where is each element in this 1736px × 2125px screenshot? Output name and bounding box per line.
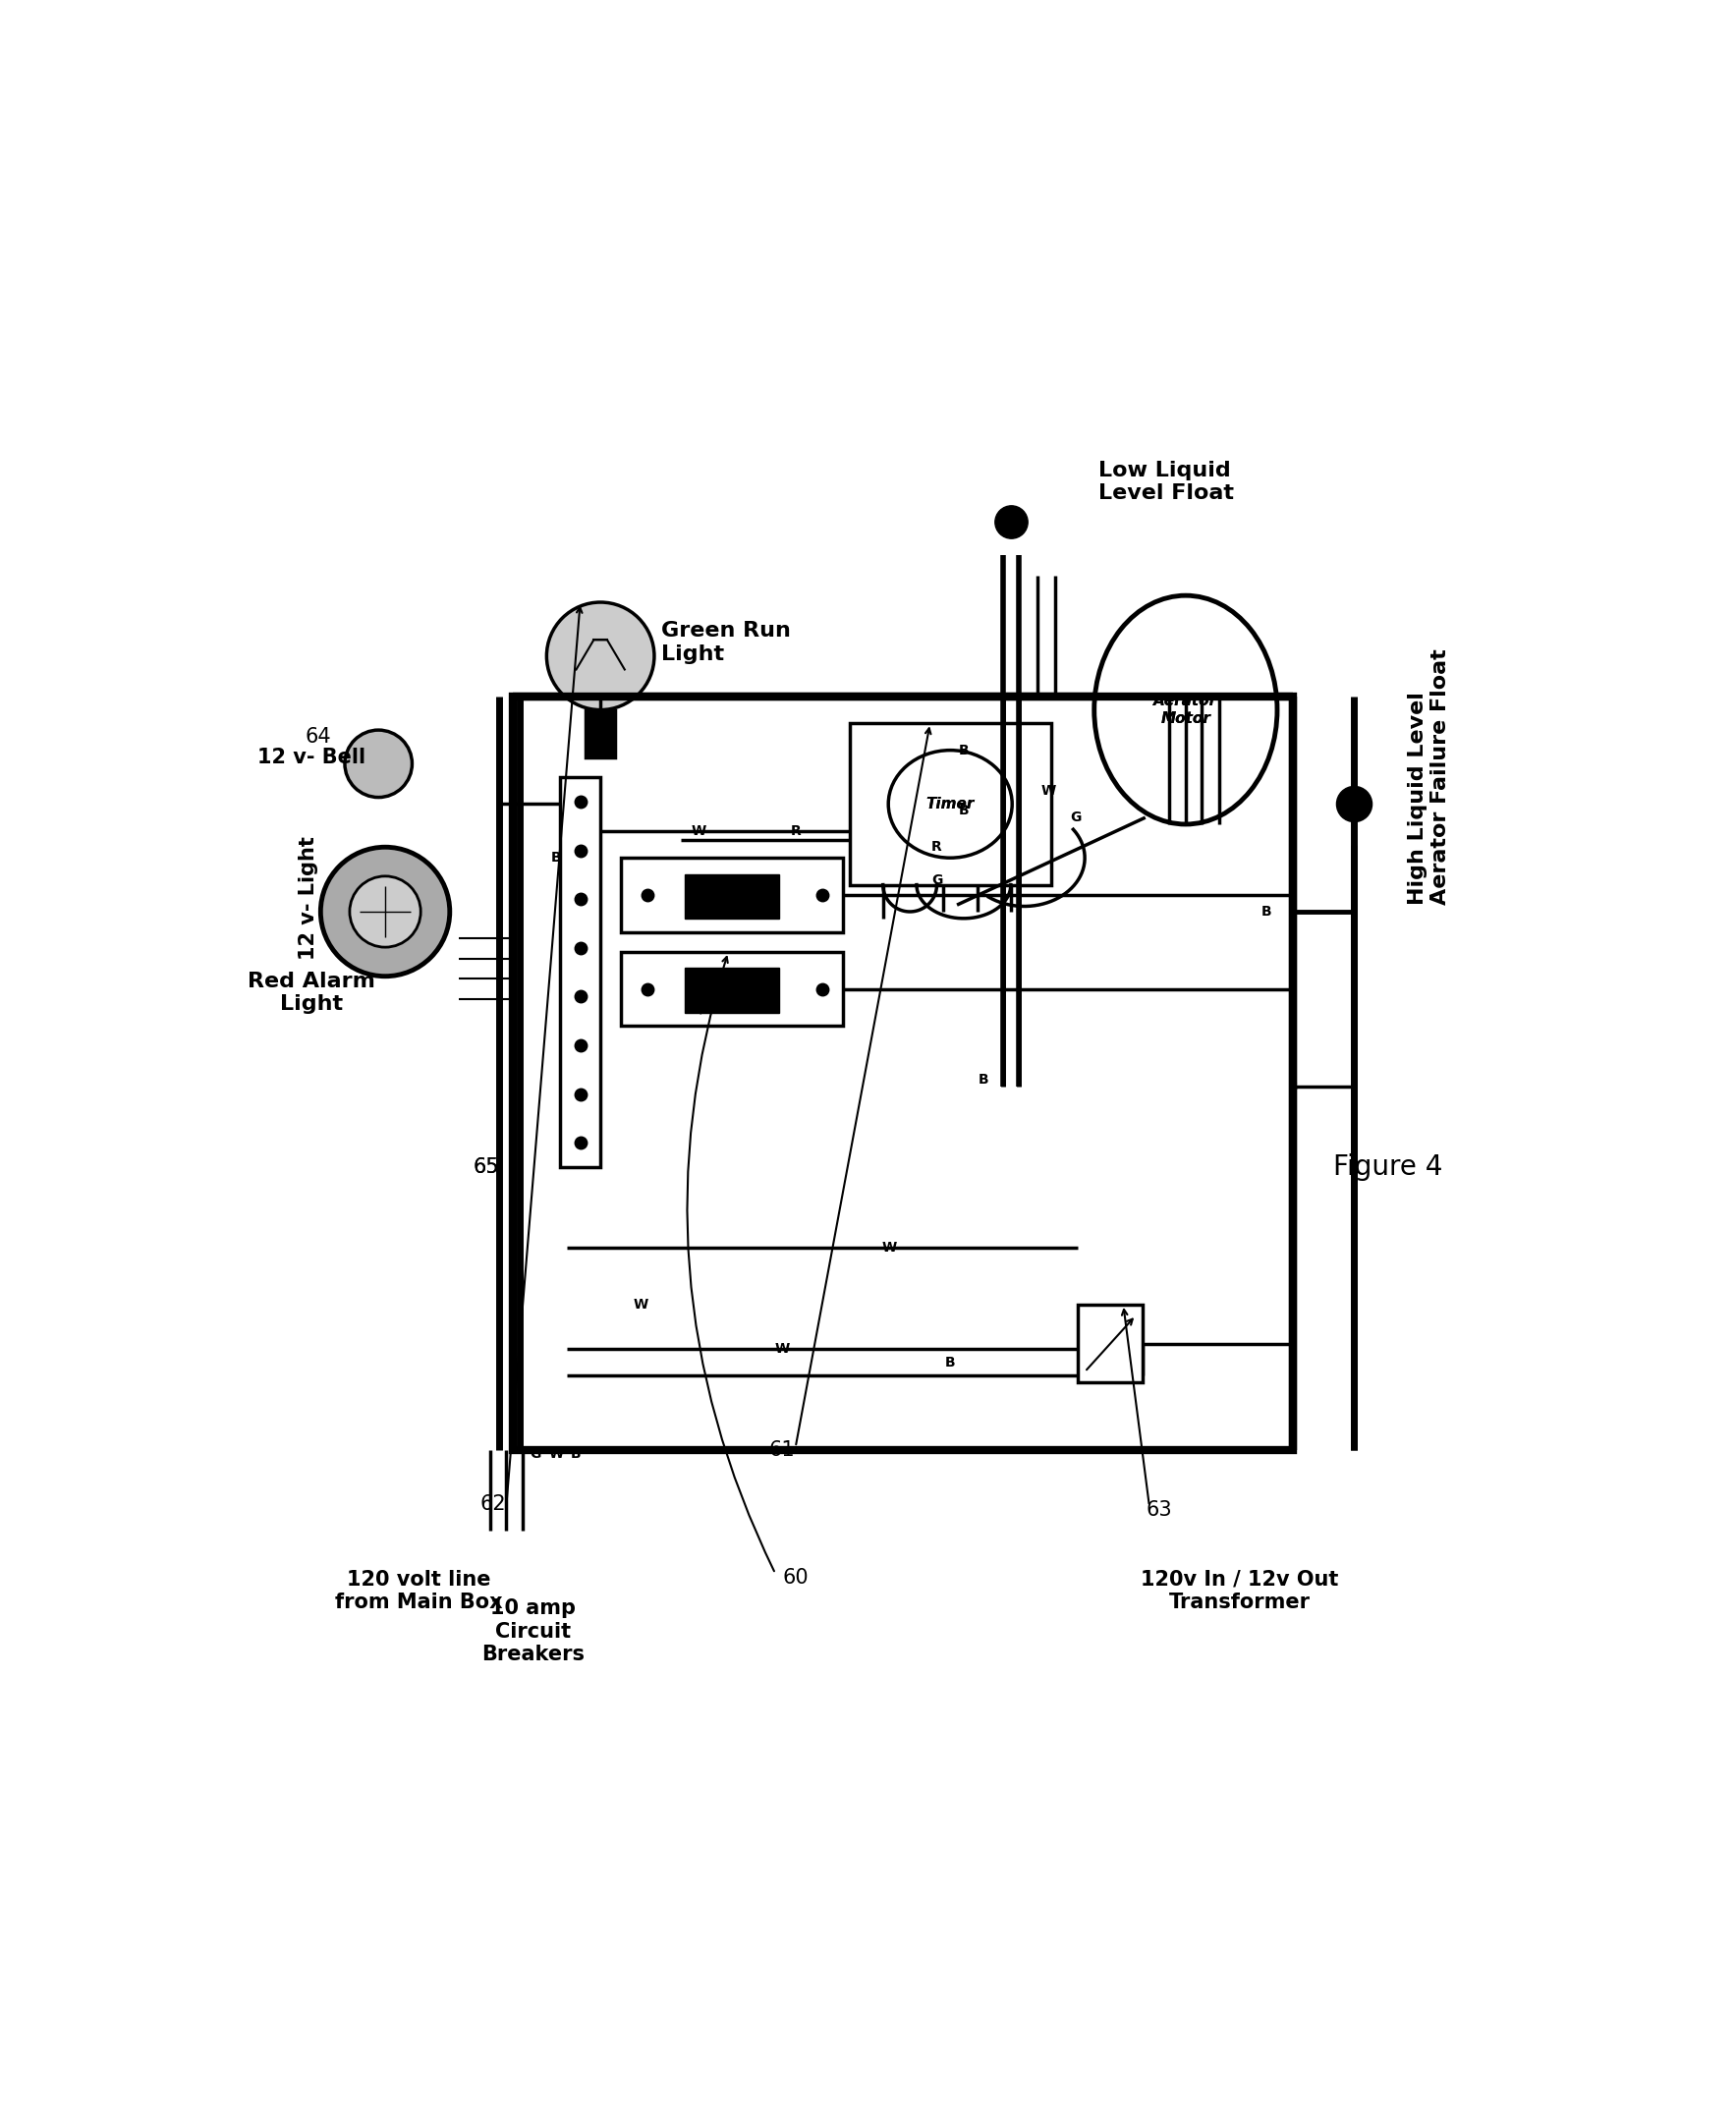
Text: 12 v- Light: 12 v- Light bbox=[299, 837, 318, 960]
Text: R: R bbox=[790, 824, 800, 837]
Text: B: B bbox=[944, 1356, 955, 1368]
Text: G: G bbox=[529, 1447, 542, 1460]
Text: Figure 4: Figure 4 bbox=[1333, 1154, 1443, 1182]
Text: 62: 62 bbox=[479, 1494, 505, 1513]
Text: 120v In / 12v Out
Transformer: 120v In / 12v Out Transformer bbox=[1141, 1570, 1338, 1613]
Text: W: W bbox=[1042, 784, 1055, 797]
Text: 61: 61 bbox=[769, 1441, 795, 1460]
Text: 65: 65 bbox=[472, 1158, 500, 1177]
Text: High Liquid Level
Aerator Failure Float: High Liquid Level Aerator Failure Float bbox=[1408, 648, 1450, 905]
Bar bbox=[514, 697, 1293, 1449]
Text: B: B bbox=[958, 803, 969, 818]
Text: Aerator
Motor: Aerator Motor bbox=[1154, 695, 1217, 727]
Text: B: B bbox=[1288, 1080, 1299, 1094]
Text: W: W bbox=[774, 1343, 790, 1356]
Text: W: W bbox=[549, 1447, 564, 1460]
Circle shape bbox=[349, 875, 420, 948]
Text: G: G bbox=[930, 873, 943, 888]
Text: Timer: Timer bbox=[925, 797, 974, 812]
Text: 12 v- Bell: 12 v- Bell bbox=[257, 748, 365, 767]
Circle shape bbox=[321, 848, 450, 975]
Text: W: W bbox=[634, 1298, 648, 1311]
Text: Red Alarm
Light: Red Alarm Light bbox=[247, 971, 375, 1014]
Text: B: B bbox=[1260, 905, 1272, 918]
Text: W: W bbox=[691, 824, 707, 837]
Bar bbox=[686, 873, 779, 918]
Text: 65: 65 bbox=[472, 1158, 500, 1177]
Circle shape bbox=[547, 601, 654, 710]
Text: W: W bbox=[882, 1241, 898, 1256]
Text: 10 amp
Circuit
Breakers: 10 amp Circuit Breakers bbox=[481, 1598, 585, 1664]
Text: Green Run
Light: Green Run Light bbox=[661, 620, 790, 663]
Ellipse shape bbox=[1094, 595, 1278, 824]
Circle shape bbox=[345, 731, 411, 797]
Text: 120 volt line
from Main Box: 120 volt line from Main Box bbox=[335, 1570, 503, 1613]
Text: 64: 64 bbox=[306, 727, 332, 746]
Text: B: B bbox=[979, 1073, 990, 1086]
Text: B: B bbox=[958, 744, 969, 756]
Text: R: R bbox=[932, 839, 943, 854]
Text: Low Liquid
Level Float: Low Liquid Level Float bbox=[1099, 461, 1234, 504]
Text: Aerator
Motor: Aerator Motor bbox=[1154, 695, 1217, 727]
Bar bbox=[1078, 1305, 1142, 1383]
Bar bbox=[621, 859, 842, 933]
Bar bbox=[621, 952, 842, 1026]
Bar bbox=[561, 778, 601, 1167]
Text: 63: 63 bbox=[1146, 1500, 1172, 1519]
Text: B: B bbox=[550, 850, 561, 865]
Bar bbox=[585, 710, 615, 756]
Ellipse shape bbox=[889, 750, 1012, 859]
Text: Timer: Timer bbox=[925, 797, 974, 812]
Bar bbox=[686, 969, 779, 1014]
Text: B: B bbox=[571, 1447, 582, 1460]
Text: 60: 60 bbox=[783, 1568, 809, 1587]
Bar bbox=[849, 722, 1052, 884]
Text: G: G bbox=[1069, 810, 1082, 824]
